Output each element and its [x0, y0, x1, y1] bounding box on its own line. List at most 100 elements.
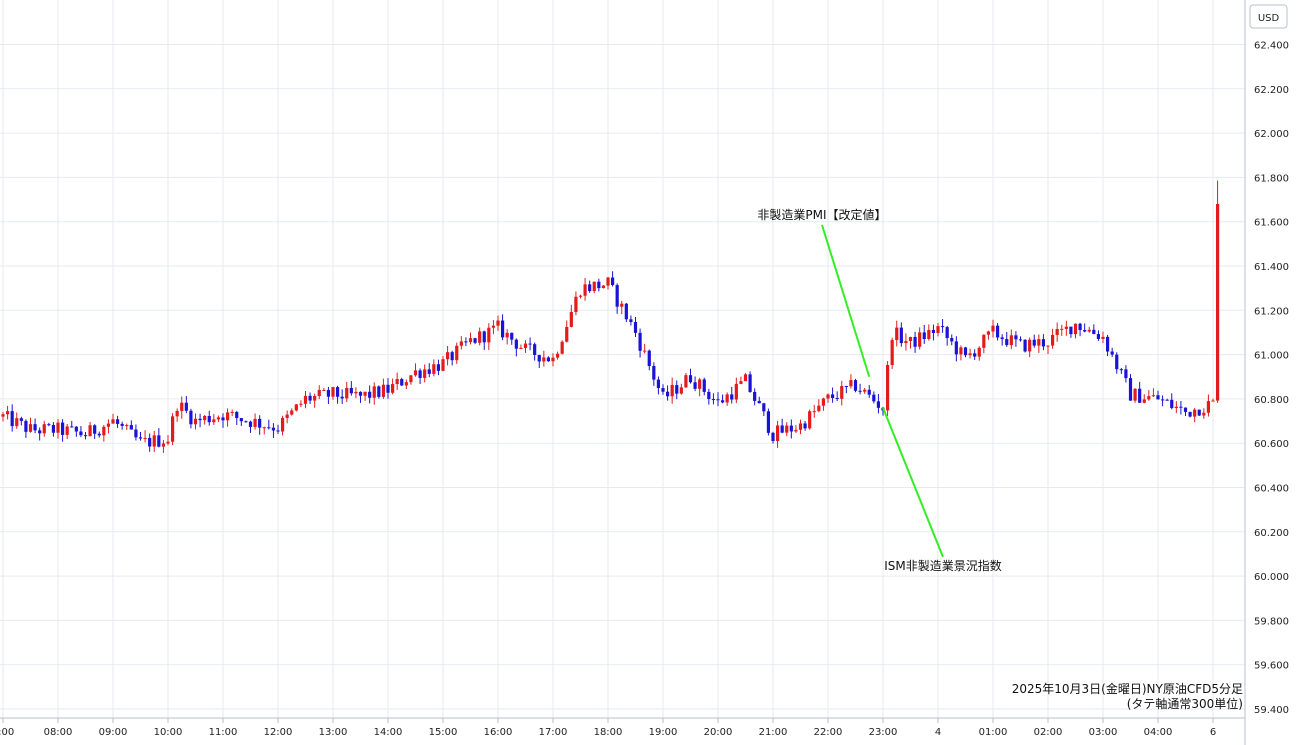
candle-body	[285, 414, 289, 418]
candle-body	[1046, 345, 1050, 347]
x-tick-label: 23:00	[869, 727, 898, 738]
candle-body	[400, 379, 404, 386]
candle-body	[138, 437, 143, 439]
x-tick-label: 7:00	[0, 727, 14, 738]
candle-body	[1124, 369, 1128, 379]
candle-body	[345, 387, 349, 399]
candle-body	[152, 435, 156, 447]
candle-body	[560, 341, 564, 354]
candle-body	[102, 426, 106, 436]
candle-body	[235, 411, 239, 419]
candle-body	[830, 394, 835, 398]
candle-body	[303, 395, 308, 404]
candle-body	[423, 369, 427, 378]
candle-body	[638, 332, 642, 351]
candle-body	[161, 443, 166, 447]
annotation-layer: 非製造業PMI【改定値】 ISM非製造業景況指数	[757, 207, 1001, 573]
candle-body	[629, 319, 633, 323]
candle-body	[207, 416, 211, 423]
candle-body	[1018, 339, 1023, 341]
candle-body	[959, 347, 963, 355]
y-tick-label: 59.800	[1254, 616, 1289, 627]
candle-body	[313, 396, 317, 401]
candle-body	[1206, 401, 1211, 413]
candle-body	[1119, 369, 1123, 371]
candle-body	[615, 285, 619, 307]
candle-body	[1105, 336, 1110, 352]
candle-body	[468, 338, 473, 343]
candle-body	[1133, 388, 1137, 401]
candle-body	[88, 425, 92, 437]
price-axis: 59.400 59.600 59.800 60.000 60.200 60.400 60.6…	[1254, 41, 1289, 717]
candle-body	[821, 398, 826, 406]
x-tick-label: 01:00	[979, 727, 1008, 738]
candle-body	[679, 387, 683, 394]
candle-body	[500, 320, 505, 338]
candle-body	[166, 441, 170, 444]
candle-body	[652, 365, 656, 380]
candle-body	[1188, 411, 1192, 417]
candle-body	[528, 343, 532, 345]
annotation-label: ISM非製造業景況指数	[884, 558, 1002, 573]
candle-body	[1151, 395, 1156, 397]
candle-body	[239, 418, 243, 422]
candle-body	[372, 386, 376, 398]
candle-body	[624, 303, 628, 320]
candle-body	[1078, 323, 1082, 330]
candle-body	[1128, 378, 1133, 401]
candle-body	[523, 343, 528, 348]
candle-body	[1028, 339, 1032, 352]
candle-body	[748, 374, 752, 392]
candle-body	[936, 326, 940, 334]
candle-body	[74, 426, 78, 432]
candle-body	[276, 430, 280, 432]
candle-body	[38, 430, 42, 434]
candle-body	[716, 399, 720, 401]
candle-body	[991, 325, 995, 332]
candle-body	[335, 387, 340, 397]
candle-body	[15, 418, 19, 427]
candle-body	[230, 411, 234, 413]
candle-body	[702, 379, 706, 392]
currency-button[interactable]: USD	[1249, 4, 1288, 29]
y-tick-label: 61.200	[1254, 306, 1289, 317]
candle-body	[363, 391, 367, 396]
candle-body	[56, 422, 60, 433]
candle-body	[510, 332, 514, 340]
x-tick-label: 12:00	[264, 727, 293, 738]
candle-body	[377, 386, 381, 397]
candle-body	[258, 418, 262, 428]
candle-body	[244, 421, 248, 423]
candle-body	[537, 354, 541, 362]
candle-body	[826, 394, 830, 399]
y-tick-label: 60.600	[1254, 439, 1289, 450]
y-tick-label: 60.000	[1254, 572, 1289, 583]
candle-body	[771, 432, 775, 442]
x-tick-label: 02:00	[1034, 727, 1063, 738]
y-tick-label: 60.200	[1254, 528, 1289, 539]
candle-body	[60, 422, 65, 435]
candle-body	[216, 417, 221, 420]
candle-body	[551, 357, 555, 362]
x-tick-label: 17:00	[539, 727, 568, 738]
candle-body	[1037, 339, 1041, 346]
candle-body	[872, 394, 876, 402]
candle-body	[225, 412, 230, 421]
candle-body	[711, 399, 716, 401]
candle-body	[675, 385, 679, 394]
candle-body	[601, 285, 606, 289]
candle-body	[390, 384, 395, 393]
candle-body	[294, 404, 298, 411]
candle-body	[129, 425, 133, 430]
candle-body	[918, 332, 922, 347]
candle-body	[413, 370, 418, 376]
candle-body	[271, 427, 276, 431]
candle-body	[24, 420, 28, 432]
candle-body	[253, 418, 257, 427]
y-tick-label: 59.400	[1254, 705, 1289, 716]
x-tick-label: 08:00	[44, 727, 73, 738]
candle-body	[592, 281, 596, 292]
candle-body	[739, 381, 743, 384]
